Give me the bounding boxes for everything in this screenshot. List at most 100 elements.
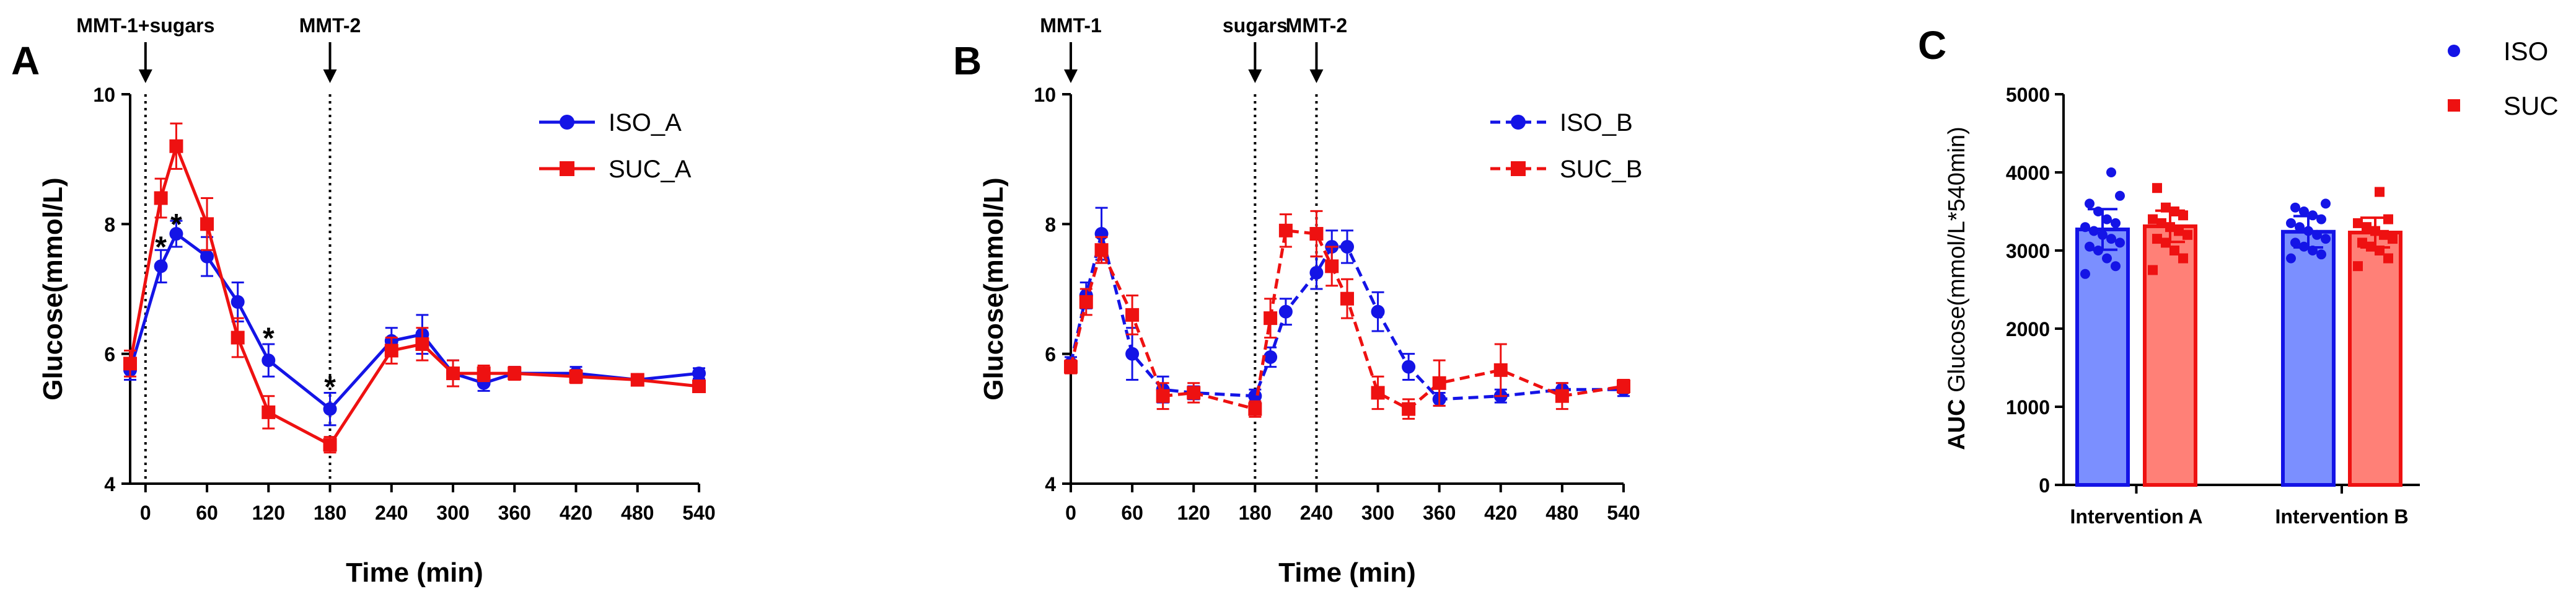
y-tick-label: 4000 — [2006, 162, 2050, 184]
individual-point — [2102, 214, 2112, 224]
individual-point — [2366, 241, 2376, 252]
event-arrowhead — [1248, 69, 1262, 83]
individual-point — [2357, 237, 2367, 248]
individual-point — [2174, 226, 2184, 236]
individual-point — [2375, 246, 2385, 255]
individual-point — [2161, 202, 2171, 213]
significance-marker: * — [170, 208, 182, 241]
y-axis-title-prefix: AUC — [1944, 393, 1970, 450]
x-axis-title: Time (min) — [346, 557, 483, 588]
individual-point — [2362, 222, 2372, 233]
event-arrowhead — [1309, 69, 1324, 83]
individual-point — [2375, 187, 2385, 197]
data-point — [692, 379, 706, 393]
data-point — [1156, 389, 1170, 403]
x-tick-label: 240 — [375, 502, 408, 524]
individual-point — [2183, 229, 2192, 240]
y-axis-title-text: Glucose(mmol/L*540min) — [1944, 126, 1970, 393]
data-point — [123, 357, 137, 371]
y-axis-title: Glucose(mmol/L) — [978, 177, 1009, 400]
series-line — [128, 141, 700, 447]
legend-marker — [2448, 99, 2460, 112]
significance-marker: * — [155, 231, 167, 264]
series-suc-b — [1064, 210, 1630, 420]
x-tick-label: 0 — [140, 502, 151, 524]
individual-point — [2152, 234, 2162, 244]
data-point — [169, 139, 183, 153]
x-tick-label: 300 — [1361, 502, 1394, 524]
y-tick-label: 10 — [93, 84, 115, 106]
data-point — [1340, 291, 1354, 306]
legend-label: SUC_B — [1560, 156, 1642, 183]
significance-marker: * — [324, 371, 336, 404]
individual-point — [2290, 202, 2300, 213]
panel-a: A 0 60 120 180 240 300 360 420 480 540 4 6 8 10 Time (m… — [11, 14, 716, 588]
category-label: Intervention A — [2070, 505, 2203, 528]
data-point — [384, 344, 398, 358]
x-tick-label: 240 — [1300, 502, 1333, 524]
data-point — [1371, 304, 1385, 319]
individual-point — [2111, 218, 2121, 228]
y-tick-label: 4 — [104, 473, 115, 495]
y-tick-label: 10 — [1034, 84, 1056, 106]
data-point — [692, 366, 706, 381]
x-tick-label: 180 — [1239, 502, 1272, 524]
individual-point — [2321, 198, 2331, 209]
data-point — [200, 217, 214, 231]
data-point — [1079, 295, 1093, 309]
x-axis-title: Time (min) — [1278, 557, 1416, 588]
data-point — [1125, 347, 1140, 361]
data-point — [1493, 363, 1508, 377]
data-point — [1402, 402, 1416, 416]
legend-marker — [560, 115, 574, 130]
individual-point — [2383, 253, 2393, 264]
individual-point — [2312, 229, 2322, 240]
series-suc-a — [123, 122, 706, 454]
y-tick-label: 8 — [1045, 213, 1056, 236]
individual-point — [2152, 183, 2162, 193]
y-tick-label: 6 — [1045, 344, 1056, 366]
individual-point — [2379, 229, 2389, 240]
individual-point — [2085, 198, 2095, 209]
bar — [2075, 227, 2130, 487]
individual-point — [2316, 214, 2326, 224]
data-point — [630, 373, 644, 387]
individual-point — [2321, 234, 2331, 244]
data-point — [1278, 304, 1293, 319]
event-label: MMT-1 — [1040, 14, 1102, 37]
series-iso-a — [123, 220, 706, 427]
data-point — [262, 353, 276, 368]
data-point — [446, 366, 460, 381]
individual-point — [2299, 241, 2309, 252]
data-point — [508, 366, 522, 381]
individual-point — [2169, 206, 2179, 216]
y-tick-label: 8 — [104, 213, 115, 236]
individual-point — [2286, 218, 2296, 228]
individual-point — [2169, 246, 2179, 255]
individual-point — [2106, 167, 2116, 177]
bar — [2281, 229, 2336, 487]
data-point — [1094, 243, 1109, 257]
individual-point — [2308, 210, 2318, 221]
individual-point — [2295, 222, 2305, 233]
data-point — [1278, 223, 1293, 237]
individual-point — [2308, 246, 2318, 255]
x-tick-label: 300 — [436, 502, 469, 524]
x-tick-label: 480 — [621, 502, 654, 524]
data-point — [231, 295, 245, 309]
legend-label: ISO — [2503, 37, 2548, 66]
y-axis-title: Glucose(mmol/L) — [38, 177, 68, 400]
individual-point — [2353, 218, 2363, 228]
data-point — [477, 366, 491, 381]
data-point — [1264, 350, 1278, 364]
y-tick-label: 3000 — [2006, 240, 2050, 262]
individual-point — [2080, 222, 2090, 233]
individual-point — [2148, 214, 2158, 224]
data-point — [1371, 386, 1385, 400]
data-point — [1309, 227, 1324, 241]
panel-label: A — [11, 38, 40, 83]
individual-point — [2156, 218, 2166, 228]
data-point — [1264, 311, 1278, 326]
x-tick-label: 0 — [1065, 502, 1076, 524]
